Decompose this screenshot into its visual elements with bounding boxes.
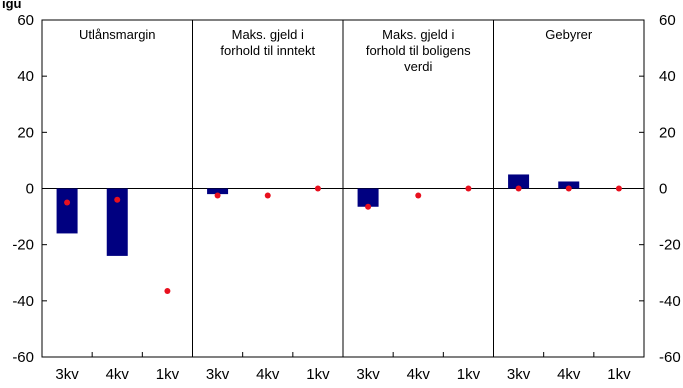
y-tick-label-left: 60: [17, 12, 34, 29]
y-tick-label-right: 20: [659, 124, 676, 141]
panel-label-line: forhold til boligens: [366, 43, 471, 58]
y-tick-label-right: 0: [659, 181, 667, 198]
dot-marker: [565, 185, 572, 192]
dot-marker: [264, 192, 271, 199]
y-tick-label-right: -20: [659, 237, 681, 254]
dot-marker: [114, 196, 121, 203]
y-tick-label-left: -40: [12, 293, 34, 310]
y-tick-label-right: 60: [659, 12, 676, 29]
x-tick-label: 3kv: [507, 366, 531, 383]
panel-label-line: Maks. gjeld i: [232, 27, 304, 42]
bar: [357, 188, 379, 207]
dot-marker: [164, 288, 171, 295]
x-tick-label: 4kv: [106, 366, 130, 383]
dot-marker: [64, 199, 71, 206]
dot-marker: [415, 192, 422, 199]
x-tick-label: 4kv: [256, 366, 280, 383]
y-tick-label-right: 40: [659, 68, 676, 85]
x-tick-label: 3kv: [55, 366, 79, 383]
bar: [56, 188, 78, 234]
x-tick-label: 4kv: [407, 366, 431, 383]
y-tick-label-left: -60: [12, 349, 34, 366]
dot-marker: [515, 185, 522, 192]
dot-marker: [465, 185, 472, 192]
chart-title-fragment: igu: [2, 0, 22, 11]
x-tick-label: 1kv: [306, 366, 330, 383]
dot-marker: [365, 203, 372, 210]
panel-label-line: Maks. gjeld i: [382, 27, 454, 42]
bar: [508, 174, 530, 189]
panel-label-line: verdi: [404, 59, 432, 74]
x-tick-label: 1kv: [607, 366, 631, 383]
x-tick-label: 3kv: [206, 366, 230, 383]
bar: [558, 181, 580, 189]
y-tick-label-left: -20: [12, 237, 34, 254]
x-tick-label: 4kv: [557, 366, 581, 383]
y-tick-label-left: 40: [17, 68, 34, 85]
y-tick-label-left: 20: [17, 124, 34, 141]
panel-label-line: Gebyrer: [545, 27, 593, 42]
bar: [207, 188, 229, 195]
y-tick-label-right: -40: [659, 293, 681, 310]
dot-marker: [314, 185, 321, 192]
panel-label-line: Utlånsmargin: [79, 27, 156, 42]
y-tick-label-right: -60: [659, 349, 681, 366]
panel-label-line: forhold til inntekt: [220, 43, 315, 58]
dot-marker: [214, 192, 221, 199]
x-tick-label: 1kv: [156, 366, 180, 383]
x-tick-label: 1kv: [457, 366, 481, 383]
dot-marker: [615, 185, 622, 192]
x-tick-label: 3kv: [356, 366, 380, 383]
bar: [106, 188, 128, 256]
y-tick-label-left: 0: [26, 181, 34, 198]
